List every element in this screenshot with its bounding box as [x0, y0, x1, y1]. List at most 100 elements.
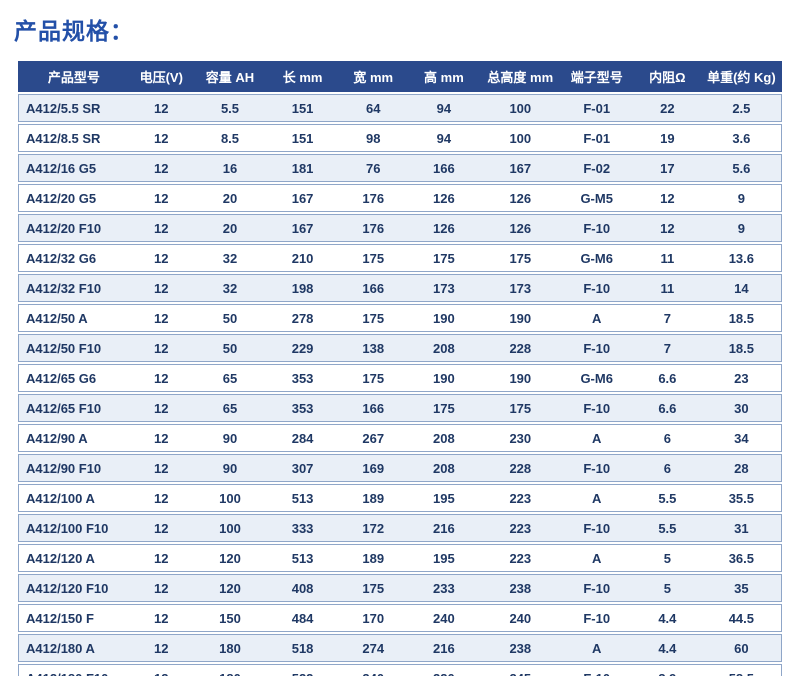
value-cell: F-01	[560, 94, 633, 122]
model-cell: A412/65 F10	[18, 394, 129, 422]
column-header: 宽 mm	[338, 61, 408, 92]
value-cell: 223	[480, 514, 561, 542]
value-cell: 94	[407, 124, 481, 152]
value-cell: 238	[480, 634, 561, 662]
value-cell: 167	[480, 154, 561, 182]
value-cell: F-10	[560, 514, 633, 542]
value-cell: 173	[480, 274, 561, 302]
value-cell: 7	[632, 334, 702, 362]
table-body: A412/5.5 SR 12 5.5 151 64 94 100 F-01 22 2.5 A412/…	[18, 94, 782, 676]
value-cell: F-10	[560, 604, 633, 632]
value-cell: 16	[193, 154, 267, 182]
value-cell: 190	[480, 304, 561, 332]
value-cell: 11	[632, 244, 702, 272]
value-cell: 190	[407, 304, 481, 332]
value-cell: 12	[128, 634, 194, 662]
value-cell: 175	[407, 394, 481, 422]
value-cell: A	[560, 424, 633, 452]
table-row: A412/50 A 12 50 278 175 190 190 A 7 18.5	[18, 304, 782, 332]
value-cell: 513	[266, 484, 339, 512]
model-cell: A412/100 F10	[18, 514, 129, 542]
value-cell: 31	[701, 514, 782, 542]
value-cell: 12	[128, 214, 194, 242]
value-cell: 14	[701, 274, 782, 302]
value-cell: F-10	[560, 394, 633, 422]
value-cell: F-10	[560, 334, 633, 362]
value-cell: 513	[266, 544, 339, 572]
value-cell: 208	[407, 454, 481, 482]
product-spec-table: 产品型号 电压(V) 容量 AH 长 mm 宽 mm 高 mm 总高度 mm 端子型号 内阻Ω 单…	[18, 59, 782, 676]
value-cell: 126	[407, 214, 481, 242]
value-cell: 274	[338, 634, 408, 662]
column-header: 单重(约 Kg)	[701, 61, 782, 92]
value-cell: 12	[128, 454, 194, 482]
value-cell: F-10	[560, 574, 633, 602]
value-cell: 12	[632, 214, 702, 242]
value-cell: 12	[128, 574, 194, 602]
value-cell: 4.4	[632, 604, 702, 632]
value-cell: 13.6	[701, 244, 782, 272]
table-row: A412/65 F10 12 65 353 166 175 175 F-10 6.6 30	[18, 394, 782, 422]
value-cell: 98	[338, 124, 408, 152]
value-cell: 150	[193, 604, 267, 632]
value-cell: 267	[338, 424, 408, 452]
value-cell: 32	[193, 274, 267, 302]
table-row: A412/100 F10 12 100 333 172 216 223 F-10 5.5 31	[18, 514, 782, 542]
value-cell: 18.5	[701, 304, 782, 332]
model-cell: A412/32 G6	[18, 244, 129, 272]
table-row: A412/90 A 12 90 284 267 208 230 A 6 34	[18, 424, 782, 452]
value-cell: 23	[701, 364, 782, 392]
value-cell: 17	[632, 154, 702, 182]
value-cell: 181	[266, 154, 339, 182]
value-cell: 284	[266, 424, 339, 452]
value-cell: 3.9	[632, 664, 702, 676]
value-cell: 5	[632, 574, 702, 602]
value-cell: 12	[128, 424, 194, 452]
value-cell: 58.5	[701, 664, 782, 676]
table-row: A412/180 F1012180522240220245F-103.958.5	[18, 664, 782, 676]
value-cell: 228	[480, 454, 561, 482]
table-row: A412/5.5 SR 12 5.5 151 64 94 100 F-01 22 2.5	[18, 94, 782, 122]
value-cell: A	[560, 544, 633, 572]
value-cell: 240	[480, 604, 561, 632]
value-cell: 9	[701, 214, 782, 242]
value-cell: 34	[701, 424, 782, 452]
value-cell: 94	[407, 94, 481, 122]
value-cell: 170	[338, 604, 408, 632]
value-cell: 278	[266, 304, 339, 332]
value-cell: 22	[632, 94, 702, 122]
value-cell: 229	[266, 334, 339, 362]
value-cell: 50	[193, 334, 267, 362]
value-cell: 4.4	[632, 634, 702, 662]
value-cell: 138	[338, 334, 408, 362]
model-cell: A412/32 F10	[18, 274, 129, 302]
value-cell: 64	[338, 94, 408, 122]
column-header: 长 mm	[266, 61, 339, 92]
value-cell: 12	[128, 514, 194, 542]
value-cell: 19	[632, 124, 702, 152]
value-cell: 195	[407, 484, 481, 512]
value-cell: 126	[480, 214, 561, 242]
value-cell: 190	[480, 364, 561, 392]
value-cell: 175	[338, 364, 408, 392]
value-cell: 12	[128, 484, 194, 512]
model-cell: A412/50 A	[18, 304, 129, 332]
model-cell: A412/20 F10	[18, 214, 129, 242]
table-row: A412/180 A 12 180 518 274 216 238 A 4.4 60	[18, 634, 782, 662]
model-cell: A412/5.5 SR	[18, 94, 129, 122]
table-row: A412/65 G6 12 65 353 175 190 190 G-M6 6.6 23	[18, 364, 782, 392]
model-cell: A412/90 F10	[18, 454, 129, 482]
value-cell: 353	[266, 394, 339, 422]
value-cell: 12	[128, 94, 194, 122]
value-cell: 30	[701, 394, 782, 422]
table-row: A412/8.5 SR 12 8.5 151 98 94 100 F-01 19 3.6	[18, 124, 782, 152]
value-cell: 167	[266, 184, 339, 212]
value-cell: 126	[407, 184, 481, 212]
value-cell: A	[560, 304, 633, 332]
value-cell: 169	[338, 454, 408, 482]
value-cell: 166	[338, 274, 408, 302]
column-header: 高 mm	[407, 61, 481, 92]
value-cell: 172	[338, 514, 408, 542]
model-cell: A412/65 G6	[18, 364, 129, 392]
